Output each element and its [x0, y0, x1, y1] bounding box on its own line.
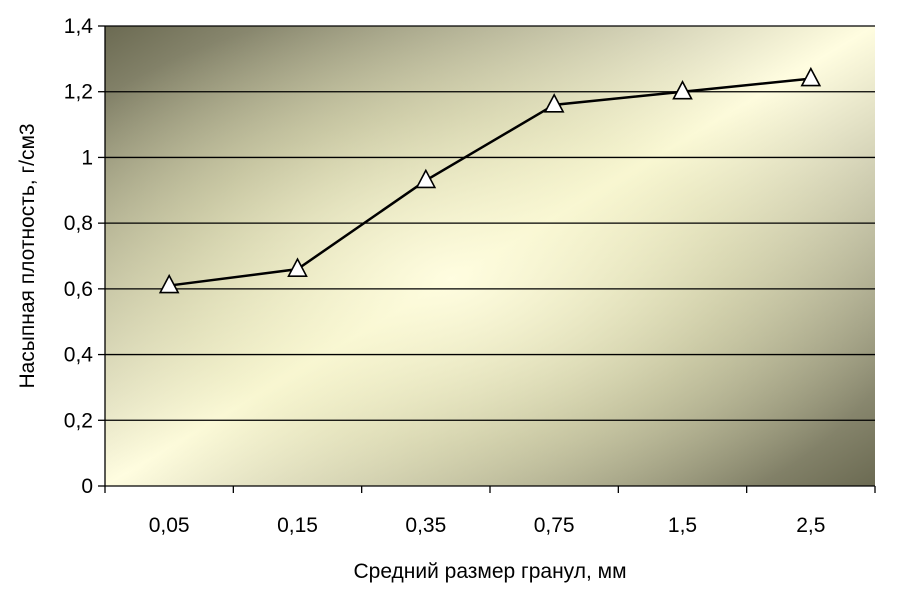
data-point-marker — [287, 257, 308, 277]
data-point-marker — [158, 273, 180, 294]
y-tick-label: 0,6 — [64, 278, 93, 301]
series-line — [169, 77, 811, 287]
x-tick-label: 0,05 — [149, 514, 190, 537]
y-tick-label: 1,4 — [64, 15, 94, 38]
y-tick-label: 0,8 — [64, 212, 93, 235]
x-tick-label: 0,15 — [277, 514, 318, 537]
y-tick-label: 0,4 — [64, 344, 94, 367]
y-tick-label: 0,2 — [64, 409, 93, 432]
data-point-marker — [415, 168, 437, 189]
data-point-marker — [800, 66, 822, 87]
data-point-marker — [672, 80, 693, 100]
x-tick-label: 1,5 — [668, 514, 697, 537]
x-tick-label: 0,75 — [534, 514, 575, 537]
y-tick-labels: 0 0,2 0,4 0,6 0,8 1 1,2 1,4 — [64, 15, 94, 498]
y-tick-label: 1 — [81, 146, 93, 169]
y-tick-label: 1,2 — [64, 81, 93, 104]
x-axis-title: Средний размер гранул, мм — [353, 560, 626, 583]
y-tick-label: 0 — [81, 475, 93, 498]
x-tick-labels: 0,05 0,15 0,35 0,75 1,5 2,5 — [149, 514, 826, 537]
x-tick-label: 2,5 — [796, 514, 825, 537]
y-axis-title: Насыпная плотность, г/см3 — [16, 123, 39, 388]
plot-highlight — [105, 26, 875, 486]
data-point-marker — [543, 93, 565, 113]
axes — [98, 25, 876, 493]
gridlines — [105, 25, 875, 421]
data-series — [158, 66, 822, 294]
x-tick-label: 0,35 — [405, 514, 446, 537]
